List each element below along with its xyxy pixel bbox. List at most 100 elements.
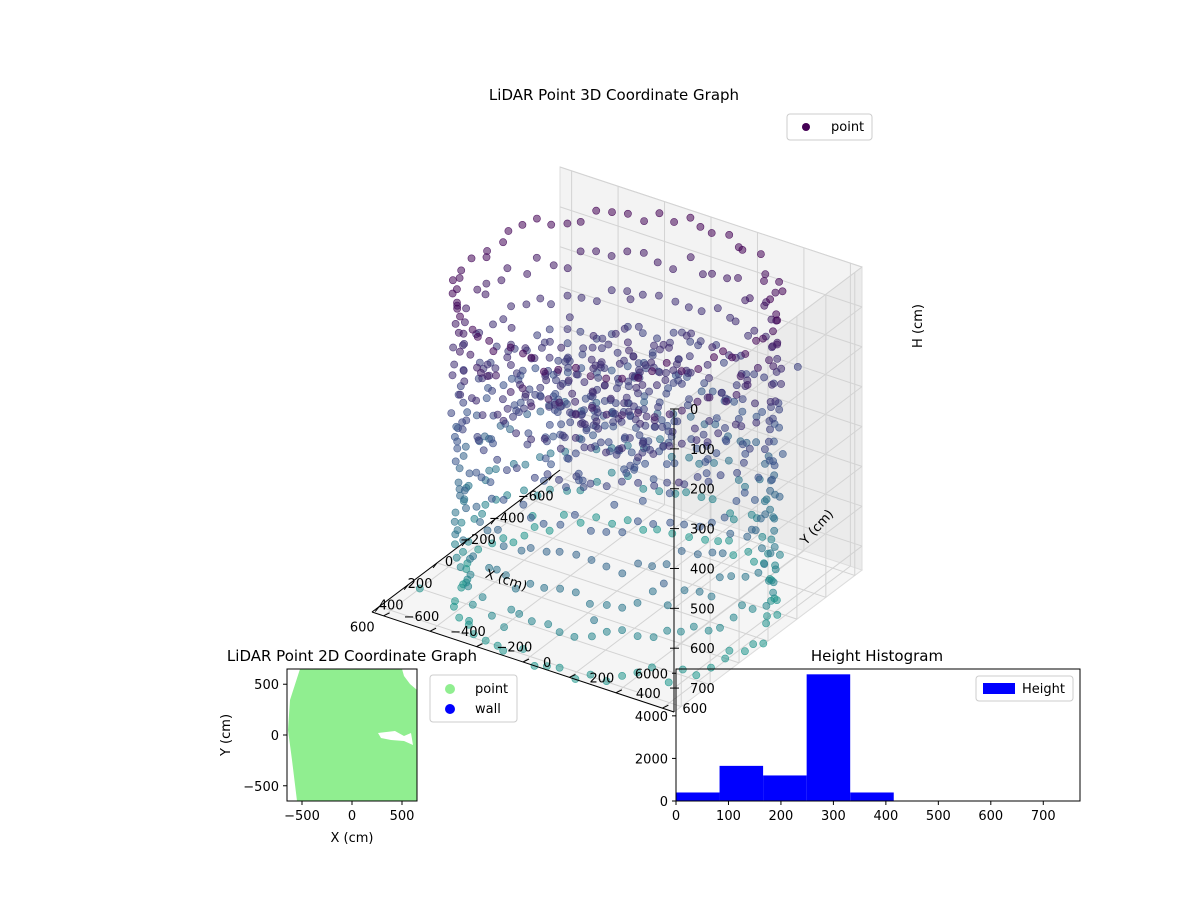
point-3d [752, 418, 761, 427]
point-3d [682, 331, 691, 340]
point-3d [717, 388, 726, 397]
point-3d [669, 265, 677, 273]
point-3d [486, 478, 495, 486]
point-3d [634, 322, 643, 331]
point-3d [634, 408, 642, 417]
point-3d [474, 436, 483, 445]
point-3d [708, 518, 716, 527]
point-3d [593, 297, 601, 305]
point-3d [734, 274, 742, 282]
point-3d [765, 437, 773, 446]
point-3d [759, 639, 768, 648]
point-3d [768, 342, 777, 351]
point-3d [743, 532, 752, 541]
point-3d [639, 248, 648, 257]
point-3d [565, 313, 574, 322]
point-3d [653, 381, 661, 390]
y-tick-3d [429, 627, 437, 632]
point-3d [556, 520, 565, 529]
point-3d [685, 453, 693, 462]
point-3d [634, 359, 643, 368]
point-3d [533, 331, 542, 340]
point-3d [481, 500, 490, 509]
point-3d [775, 277, 783, 286]
point-3d [707, 229, 716, 237]
histogram-bar [763, 775, 807, 801]
point-3d [758, 533, 767, 541]
point-3d [638, 329, 647, 337]
point-3d [627, 448, 636, 457]
point-3d [773, 611, 782, 619]
point-3d [677, 367, 686, 375]
point-3d [607, 468, 616, 477]
point-3d [776, 551, 784, 559]
point-3d [546, 449, 555, 458]
point-3d [460, 486, 469, 495]
point-3d [752, 438, 760, 447]
point-3d [649, 520, 658, 528]
point-3d [771, 565, 780, 574]
point-3d [713, 304, 722, 313]
point-3d [465, 617, 473, 625]
point-3d [708, 343, 717, 352]
point-3d [638, 448, 647, 457]
point-3d [608, 208, 616, 216]
x-tick-label-histogram: 200 [769, 809, 794, 824]
point-3d [592, 247, 600, 256]
point-3d [618, 528, 627, 537]
point-3d [663, 601, 672, 610]
point-3d [454, 328, 463, 337]
point-3d [648, 663, 656, 672]
point-3d [579, 344, 588, 353]
point-3d [625, 346, 633, 355]
point-3d [731, 317, 740, 326]
point-3d [555, 475, 563, 484]
point-3d [540, 476, 548, 485]
point-3d [708, 548, 717, 557]
point-3d [657, 416, 666, 425]
point-3d [673, 360, 681, 369]
point-3d [540, 584, 549, 592]
point-3d [572, 550, 581, 559]
point-3d [775, 405, 784, 414]
point-3d [607, 286, 616, 295]
point-3d [710, 459, 718, 467]
legend-3d-frame [786, 113, 873, 141]
point-3d [450, 360, 459, 369]
point-3d [629, 352, 638, 361]
point-3d [545, 402, 554, 411]
point-3d [602, 374, 611, 383]
legend-histogram-label: Height [1022, 682, 1065, 697]
point-3d [610, 500, 619, 509]
point-3d [693, 397, 702, 406]
point-3d [579, 483, 588, 491]
point-3d [770, 514, 779, 523]
point-3d [451, 530, 460, 539]
legend-2d-label-point: point [475, 682, 508, 697]
point-3d [506, 343, 515, 352]
legend-2d: point wall [429, 674, 518, 723]
point-3d [455, 274, 464, 282]
point-3d [632, 383, 641, 392]
point-3d [655, 291, 663, 300]
point-3d [638, 290, 647, 299]
point-3d [563, 339, 572, 348]
point-3d [767, 535, 776, 544]
point-3d [748, 605, 757, 613]
y-tick-3d [383, 612, 390, 617]
y-tick-label-3d: 400 [636, 687, 661, 702]
point-3d [469, 630, 478, 639]
y-tick-label-2d: 500 [254, 678, 279, 693]
point-3d [557, 420, 565, 429]
point-3d [563, 264, 572, 273]
point-3d [634, 517, 642, 526]
point-3d [555, 547, 564, 556]
point-3d [519, 645, 528, 653]
point-3d [707, 592, 716, 601]
point-3d [597, 438, 605, 447]
x-tick-label-histogram: 400 [873, 809, 898, 824]
point-3d [554, 356, 563, 365]
point-3d [697, 307, 706, 316]
point-3d [626, 461, 635, 470]
point-3d [750, 370, 758, 379]
